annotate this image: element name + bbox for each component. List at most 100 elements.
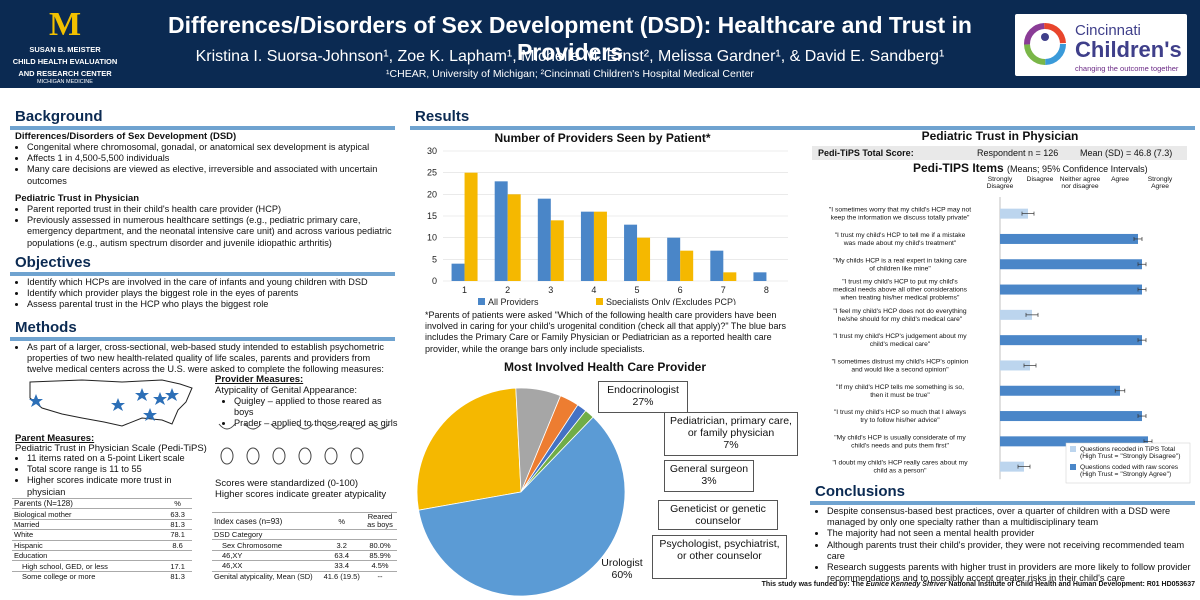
table-cell: 4.5% bbox=[363, 560, 397, 572]
item-bar bbox=[1000, 309, 1032, 320]
x-tick-label: 8 bbox=[764, 285, 769, 295]
list-item: Total score range is 11 to 55 bbox=[27, 464, 195, 475]
funding-italic: Eunice Kennedy Shriver bbox=[865, 581, 947, 588]
bar-all-providers bbox=[710, 250, 724, 281]
list-item: Prader – applied to those reared as girl… bbox=[234, 418, 402, 429]
bar-all-providers bbox=[451, 263, 465, 281]
table-cell: Education bbox=[12, 549, 164, 561]
list-item: Many care decisions are viewed as electi… bbox=[27, 164, 390, 186]
item-label: "I trust my child's HCP to tell me if a … bbox=[835, 232, 966, 247]
legend-label: All Providers bbox=[488, 297, 539, 305]
table-row: Hispanic 8.6 bbox=[12, 539, 192, 551]
parents-table: Parents (N=128)% Biological mother 63.3 M… bbox=[12, 497, 192, 582]
subtitle-text: Pedi-TIPS Items bbox=[913, 161, 1004, 175]
table-cell: -- bbox=[363, 570, 397, 582]
pie-label-text: Urologist bbox=[601, 557, 643, 569]
objectives-heading: Objectives bbox=[15, 254, 91, 271]
pie-value-text: 60% bbox=[611, 569, 633, 581]
affiliations: ¹CHEAR, University of Michigan; ²Cincinn… bbox=[386, 68, 754, 80]
bar-specialists bbox=[507, 194, 521, 281]
table-cell: 33.4 bbox=[320, 560, 363, 572]
item-bar bbox=[1000, 233, 1138, 244]
table-cell: Index cases (n=93) bbox=[212, 512, 321, 530]
pie-label-endocrinologist: Endocrinologist 27% bbox=[598, 381, 688, 413]
list-item: Previously assessed in numerous healthca… bbox=[27, 215, 393, 249]
table-row: Genital atypicality, Mean (SD) 41.6 (19.5… bbox=[212, 570, 397, 582]
y-tick-label: 0 bbox=[432, 276, 437, 286]
bar-specialists bbox=[464, 172, 478, 281]
methods-heading: Methods bbox=[15, 319, 77, 336]
item-label: "If my child's HCP tells me something is… bbox=[836, 384, 964, 399]
provider-pie-chart bbox=[416, 387, 626, 597]
poster-title: Differences/Disorders of Sex Development… bbox=[168, 12, 972, 65]
section-rule bbox=[810, 501, 1195, 505]
results-note: *Parents of patients were asked "Which o… bbox=[425, 310, 786, 354]
objectives-list: Identify which HCPs are involved in the … bbox=[15, 277, 393, 311]
table-cell bbox=[363, 528, 397, 540]
genital-scale-illustration-icon bbox=[218, 423, 390, 465]
table-row: Parents (N=128)% bbox=[12, 497, 192, 509]
provider-measures-heading: Provider Measures: bbox=[215, 374, 304, 385]
table-cell: Married bbox=[12, 518, 164, 530]
scores-line1: Scores were standardized (0-100) bbox=[215, 478, 359, 489]
x-tick-label: 6 bbox=[678, 285, 683, 295]
bar-all-providers bbox=[667, 237, 681, 281]
table-cell: 46,XX bbox=[212, 560, 321, 572]
funding-prefix: This study was funded by: The bbox=[761, 581, 864, 588]
legend-box bbox=[1065, 442, 1191, 484]
conclusions-heading: Conclusions bbox=[815, 483, 906, 500]
table-row: Sex Chromosome 3.2 80.0% bbox=[212, 539, 397, 551]
y-tick-label: 30 bbox=[427, 146, 437, 156]
bar-all-providers bbox=[580, 211, 594, 281]
background-sub2: Pediatric Trust in Physician bbox=[15, 193, 140, 204]
section-rule bbox=[410, 126, 1195, 130]
pie-slice bbox=[416, 387, 522, 511]
x-tick-label: 4 bbox=[591, 285, 596, 295]
item-bar bbox=[1000, 385, 1120, 396]
cincinnati-childrens-logo: Cincinnati Children's changing the outco… bbox=[1015, 14, 1187, 76]
legend-swatch bbox=[1070, 464, 1076, 470]
mean-sd: Mean (SD) = 46.8 (7.3) bbox=[1080, 148, 1173, 158]
cc-ring-icon bbox=[1024, 23, 1066, 65]
table-cell: 81.3 bbox=[163, 570, 192, 582]
x-tick-label: 3 bbox=[548, 285, 553, 295]
item-bar bbox=[1000, 436, 1148, 447]
table-cell: 63.4 bbox=[320, 549, 363, 561]
background-list-2: Parent reported trust in their child's h… bbox=[15, 204, 393, 249]
table-row: Some college or more 81.3 bbox=[12, 570, 192, 582]
list-item: Quigley – applied to those reared as boy… bbox=[234, 396, 402, 418]
list-item: Identify which provider plays the bigges… bbox=[27, 288, 393, 299]
trust-items-chart: Strongly Disagree Disagree Neither agree nor… bbox=[829, 176, 1191, 484]
bar-specialists bbox=[637, 237, 651, 281]
bar-specialists bbox=[723, 272, 737, 281]
logo-line: AND RESEARCH CENTER bbox=[18, 69, 112, 78]
scale-label: Neither agree nor disagree bbox=[1060, 176, 1101, 190]
provider-sub: Atypicality of Genital Appearance: bbox=[215, 385, 358, 396]
list-item: Although parents trust their child's pro… bbox=[827, 540, 1193, 562]
list-item: As part of a larger, cross-sectional, we… bbox=[27, 342, 393, 376]
section-rule bbox=[10, 126, 395, 130]
bar-specialists bbox=[680, 250, 694, 281]
list-item: Assess parental trust in the HCP who pla… bbox=[27, 299, 393, 310]
table-cell: 80.0% bbox=[363, 539, 397, 551]
methods-list: As part of a larger, cross-sectional, we… bbox=[15, 342, 393, 376]
table-row: Education bbox=[12, 549, 192, 561]
subtitle-note: (Means; 95% Confidence Intervals) bbox=[1007, 164, 1148, 174]
logo-line: MICHIGAN MEDICINE bbox=[37, 79, 93, 85]
table-cell: Parents (N=128) bbox=[12, 497, 164, 509]
pedi-tips-total-box: Pedi-TiPS Total Score: Respondent n = 12… bbox=[812, 146, 1187, 160]
table-row: Married 81.3 bbox=[12, 518, 192, 530]
bar-all-providers bbox=[624, 224, 638, 281]
cc-line1: Cincinnati bbox=[1075, 22, 1141, 39]
legend-label: Specialists Only (Excludes PCP) bbox=[606, 297, 736, 305]
y-tick-label: 20 bbox=[427, 189, 437, 199]
pie-value-text: 3% bbox=[701, 475, 717, 487]
item-bar bbox=[1000, 335, 1142, 346]
table-cell: Reared as boys bbox=[363, 512, 397, 530]
table-cell: % bbox=[163, 497, 192, 509]
us-map-icon bbox=[29, 379, 193, 427]
item-label: "My child's HCP is usually considerate o… bbox=[834, 434, 966, 449]
background-list-1: Congenital where chromosomal, gonadal, o… bbox=[15, 142, 390, 187]
x-tick-label: 2 bbox=[505, 285, 510, 295]
x-tick-label: 1 bbox=[462, 285, 467, 295]
